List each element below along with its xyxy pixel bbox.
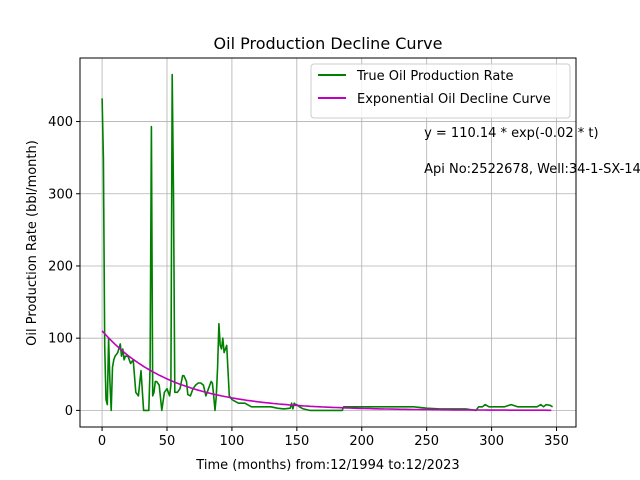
well-info-annotation: Api No:2522678, Well:34-1-SX-14 [424,162,640,177]
x-tick-label: 0 [98,434,106,449]
legend-label-true-rate: True Oil Production Rate [356,69,513,84]
fit-equation-annotation: y = 110.14 * exp(-0.02 * t) [424,126,598,141]
y-tick-label: 300 [48,187,73,202]
x-tick-label: 100 [220,434,245,449]
x-axis-label: Time (months) from:12/1994 to:12/2023 [195,458,459,473]
legend-label-decline-curve: Exponential Oil Decline Curve [357,92,551,107]
y-tick-label: 400 [48,115,73,130]
axes-frame [79,57,577,428]
y-tick-label: 200 [48,259,73,274]
y-tick-label: 0 [65,404,73,419]
x-axis-ticks: 0 50 100 150 200 250 300 350 [98,427,569,449]
x-tick-label: 350 [544,434,569,449]
x-tick-label: 150 [284,434,309,449]
y-axis-ticks: 0 100 200 300 400 [48,115,80,419]
chart-title: Oil Production Decline Curve [214,34,443,53]
series-layer [101,73,553,412]
x-tick-label: 50 [159,434,176,449]
legend-box [310,63,571,119]
y-tick-label: 100 [48,332,73,347]
series-line-decline-curve [101,330,552,412]
legend: True Oil Production Rate Exponential Oil… [310,63,571,119]
grid-lines [80,58,576,427]
y-axis-label: Oil Production Rate (bbl/month) [25,140,40,346]
x-tick-label: 250 [414,434,439,449]
x-tick-label: 300 [479,434,504,449]
x-tick-label: 200 [349,434,374,449]
series-line-true-rate [101,73,553,412]
